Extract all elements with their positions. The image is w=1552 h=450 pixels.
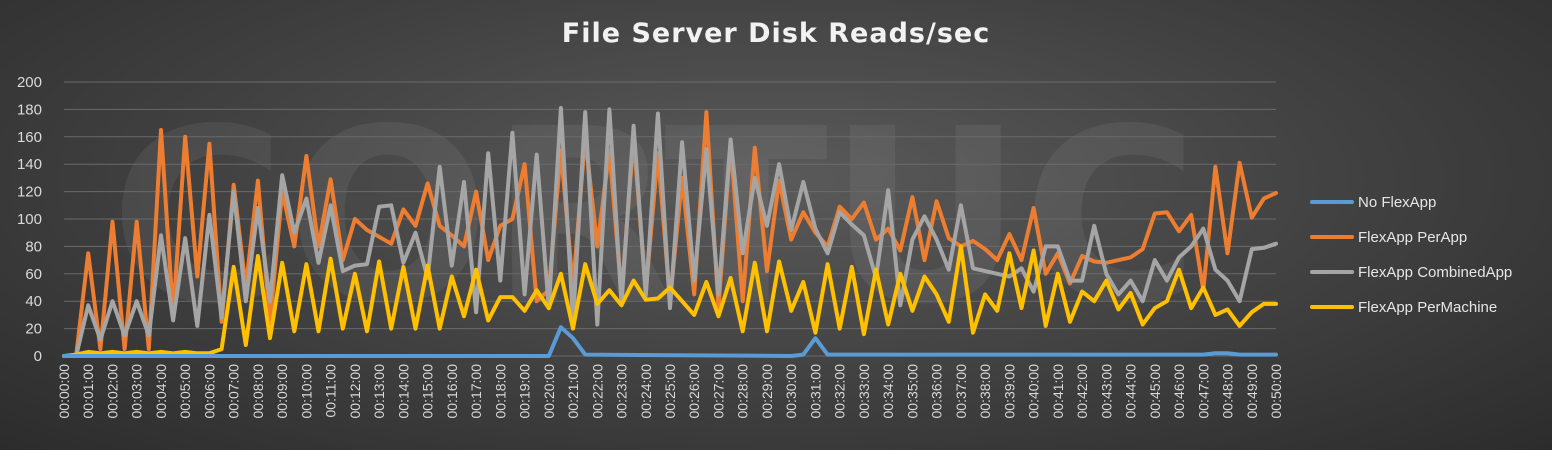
y-tick-label: 200 <box>17 74 42 91</box>
x-tick-label: 00:49:00 <box>1244 364 1260 419</box>
x-tick-label: 00:36:00 <box>929 364 945 419</box>
y-tick-label: 20 <box>25 321 42 338</box>
x-tick-label: 00:19:00 <box>517 364 533 419</box>
y-tick-label: 180 <box>17 101 42 118</box>
series-lines <box>62 106 1278 358</box>
x-tick-label: 00:00:00 <box>56 364 72 419</box>
x-tick-label: 00:50:00 <box>1268 364 1284 419</box>
series-line-2 <box>62 106 1278 358</box>
x-tick-label: 00:33:00 <box>856 364 872 419</box>
x-tick-label: 00:03:00 <box>129 364 145 419</box>
x-axis: 00:00:00 00:01:00 00:02:00 00:03:00 00:04:00… <box>56 364 1284 419</box>
y-tick-label: 160 <box>17 129 42 146</box>
x-tick-label: 00:12:00 <box>347 364 363 419</box>
y-tick-label: 0 <box>34 348 42 365</box>
x-tick-label: 00:29:00 <box>759 364 775 419</box>
x-tick-label: 00:48:00 <box>1220 364 1236 419</box>
x-tick-label: 00:41:00 <box>1050 364 1066 419</box>
legend-label: FlexApp CombinedApp <box>1358 264 1512 281</box>
x-tick-label: 00:04:00 <box>153 364 169 419</box>
x-tick-label: 00:43:00 <box>1098 364 1114 419</box>
x-tick-label: 00:46:00 <box>1171 364 1187 419</box>
x-tick-label: 00:17:00 <box>468 364 484 419</box>
y-axis: 0 20 40 60 80 100 120 140 160 180 200 <box>17 74 42 365</box>
x-tick-label: 00:26:00 <box>686 364 702 419</box>
x-tick-label: 00:07:00 <box>226 364 242 419</box>
y-tick-label: 100 <box>17 211 42 228</box>
y-tick-label: 80 <box>25 238 42 255</box>
y-tick-label: 140 <box>17 156 42 173</box>
x-tick-label: 00:08:00 <box>250 364 266 419</box>
x-tick-label: 00:37:00 <box>953 364 969 419</box>
x-tick-label: 00:20:00 <box>541 364 557 419</box>
x-tick-label: 00:18:00 <box>492 364 508 419</box>
x-tick-label: 00:38:00 <box>977 364 993 419</box>
x-tick-label: 00:35:00 <box>904 364 920 419</box>
legend-label: FlexApp PerApp <box>1358 229 1467 246</box>
legend-label: No FlexApp <box>1358 194 1436 211</box>
chart-title: File Server Disk Reads/sec <box>561 18 991 49</box>
x-tick-label: 00:01:00 <box>80 364 96 419</box>
series-line-0 <box>62 325 1278 358</box>
x-tick-label: 00:32:00 <box>832 364 848 419</box>
y-tick-label: 60 <box>25 266 42 283</box>
x-tick-label: 00:25:00 <box>662 364 678 419</box>
x-tick-label: 00:15:00 <box>420 364 436 419</box>
x-tick-label: 00:05:00 <box>177 364 193 419</box>
y-tick-label: 40 <box>25 293 42 310</box>
x-tick-label: 00:09:00 <box>274 364 290 419</box>
x-tick-label: 00:11:00 <box>323 364 339 418</box>
x-tick-label: 00:23:00 <box>614 364 630 419</box>
x-tick-label: 00:30:00 <box>783 364 799 419</box>
x-tick-label: 00:21:00 <box>565 364 581 419</box>
x-tick-label: 00:40:00 <box>1026 364 1042 419</box>
x-tick-label: 00:31:00 <box>807 364 823 419</box>
x-tick-label: 00:34:00 <box>880 364 896 419</box>
x-tick-label: 00:22:00 <box>589 364 605 419</box>
x-tick-label: 00:42:00 <box>1074 364 1090 419</box>
x-tick-label: 00:45:00 <box>1147 364 1163 419</box>
x-tick-label: 00:39:00 <box>1001 364 1017 419</box>
y-tick-label: 120 <box>17 184 42 201</box>
x-tick-label: 00:24:00 <box>638 364 654 419</box>
x-tick-label: 00:28:00 <box>735 364 751 419</box>
x-tick-label: 00:10:00 <box>298 364 314 419</box>
x-tick-label: 00:13:00 <box>371 364 387 419</box>
x-tick-label: 00:14:00 <box>395 364 411 419</box>
x-tick-label: 00:02:00 <box>104 364 120 419</box>
x-tick-label: 00:16:00 <box>444 364 460 419</box>
x-tick-label: 00:27:00 <box>710 364 726 419</box>
x-tick-label: 00:06:00 <box>201 364 217 419</box>
x-tick-label: 00:44:00 <box>1123 364 1139 419</box>
x-tick-label: 00:47:00 <box>1195 364 1211 419</box>
series-line-3 <box>62 244 1278 358</box>
legend-label: FlexApp PerMachine <box>1358 299 1497 316</box>
legend: No FlexApp FlexApp PerApp FlexApp Combined… <box>1310 194 1512 316</box>
